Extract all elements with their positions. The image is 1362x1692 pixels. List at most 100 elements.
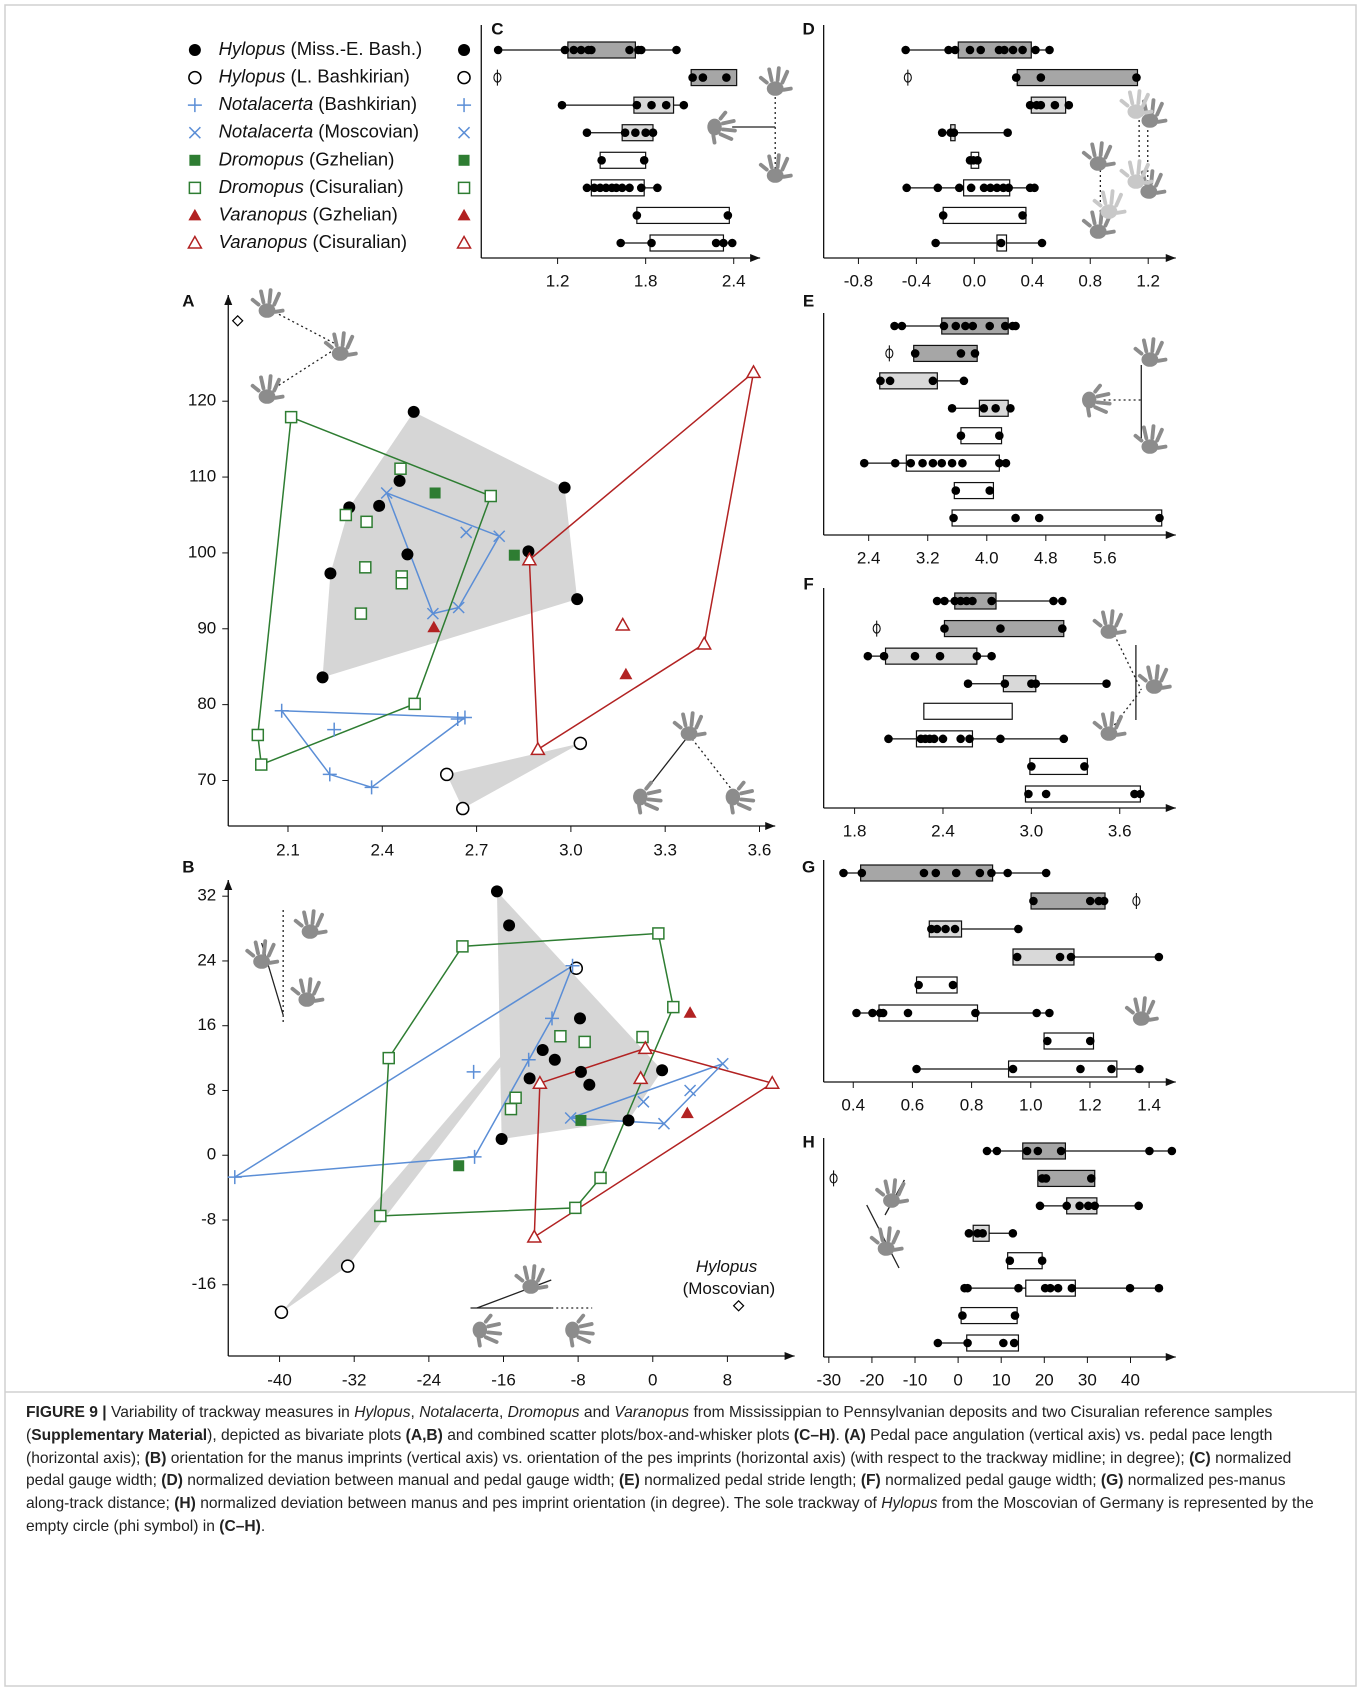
point	[549, 1054, 561, 1066]
point	[468, 1150, 482, 1164]
x-tick-label: 2.4	[857, 548, 881, 567]
hand-finger	[639, 805, 640, 812]
hand-finger	[253, 300, 259, 305]
x-tick-label: 3.0	[1020, 821, 1044, 840]
box	[637, 207, 729, 223]
hand-finger	[1107, 232, 1114, 233]
point	[948, 459, 957, 468]
legend-marker	[458, 72, 470, 84]
point	[1051, 101, 1060, 110]
point	[1168, 1147, 1177, 1156]
caption-text: (F)	[861, 1472, 881, 1489]
point	[985, 486, 994, 495]
point	[1155, 514, 1164, 523]
caption: FIGURE 9 | Variability of trackway measu…	[26, 1402, 1331, 1539]
legend-marker	[459, 155, 470, 166]
italic-part: Hylopus	[696, 1257, 762, 1276]
axis-arrow	[1166, 1078, 1176, 1086]
point	[1031, 679, 1040, 688]
point	[457, 941, 468, 952]
hand-finger	[732, 805, 733, 812]
hand-finger	[539, 1287, 546, 1288]
point	[1011, 322, 1020, 331]
point	[1032, 1009, 1041, 1018]
hand-finger	[1103, 192, 1105, 203]
hand-finger	[1092, 144, 1094, 155]
point	[1057, 1147, 1066, 1156]
point	[886, 377, 895, 386]
italic-part: Notalacerta	[219, 93, 314, 114]
hand-finger	[1144, 340, 1146, 351]
hand-icon	[1135, 426, 1165, 454]
box	[943, 207, 1026, 223]
hand-finger	[741, 791, 752, 793]
panel-label: H	[802, 1132, 814, 1151]
point	[559, 482, 571, 494]
hand-finger	[516, 1276, 522, 1281]
point	[938, 128, 947, 137]
point	[963, 1339, 972, 1348]
y-tick-label: 80	[197, 694, 216, 713]
guide-line	[275, 350, 334, 388]
guide-line	[689, 735, 732, 790]
point	[1000, 46, 1009, 55]
point	[911, 349, 920, 358]
hand-icon	[253, 376, 283, 404]
caption-text: ,	[499, 1404, 508, 1421]
legend-label: Dromopus (Gzhelian)	[219, 148, 395, 169]
point	[951, 46, 960, 55]
point	[233, 316, 243, 326]
point	[555, 1031, 566, 1042]
hand-icon	[1140, 666, 1170, 694]
point	[978, 1229, 987, 1238]
point	[987, 869, 996, 878]
hand-finger	[1158, 447, 1165, 448]
hand-icon	[516, 1266, 546, 1294]
point	[1023, 1147, 1032, 1156]
hand-finger	[1111, 611, 1112, 623]
point	[1043, 1037, 1052, 1046]
point	[976, 869, 985, 878]
panel-label: A	[182, 291, 194, 310]
hand-icon	[253, 290, 283, 318]
point	[1031, 46, 1040, 55]
x-tick-label: 1.0	[1019, 1095, 1043, 1114]
italic-part: Varanopus	[219, 203, 308, 224]
x-tick-label: 1.8	[843, 821, 867, 840]
point	[324, 567, 336, 579]
hand-finger	[292, 989, 298, 994]
hand-finger	[578, 1316, 583, 1322]
point	[681, 1107, 694, 1119]
legend-marker	[457, 98, 471, 112]
point	[901, 46, 910, 55]
x-tick-label: 1.2	[1078, 1095, 1102, 1114]
point	[1030, 184, 1039, 193]
hand-finger	[1117, 212, 1124, 213]
hand-finger	[739, 804, 750, 809]
point	[1009, 1065, 1018, 1074]
x-tick-label: 10	[992, 1370, 1011, 1389]
point	[1001, 322, 1010, 331]
point	[1067, 953, 1076, 962]
point	[621, 128, 630, 137]
point	[275, 1306, 287, 1318]
point	[891, 459, 900, 468]
point	[1107, 1065, 1116, 1074]
box	[886, 648, 977, 664]
hand-icon	[326, 333, 356, 361]
hand-finger	[1158, 121, 1165, 122]
panel-label: E	[803, 291, 814, 310]
point	[360, 562, 371, 573]
hand-finger	[1135, 436, 1141, 441]
point	[509, 550, 520, 561]
y-tick-label: -8	[201, 1209, 216, 1228]
hand-finger	[1143, 95, 1148, 106]
x-tick-label: 8	[723, 1370, 732, 1389]
point	[1004, 184, 1013, 193]
annotation: Hylopus (Moscovian)	[683, 1257, 776, 1298]
plain-part: (Gzhelian)	[304, 148, 394, 169]
legend-label: Hylopus (Miss.-E. Bash.)	[219, 38, 423, 59]
hand-finger	[1163, 687, 1170, 688]
legend-marker	[458, 209, 471, 221]
hand-finger	[334, 334, 336, 345]
